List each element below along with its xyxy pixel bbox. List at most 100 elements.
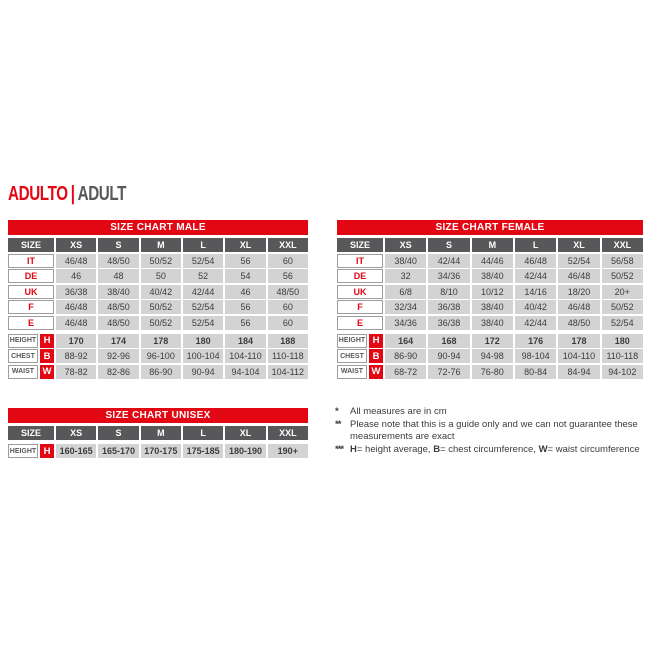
measure-label: HEIGHT xyxy=(337,333,367,348)
size-value: 44/46 xyxy=(471,253,513,268)
size-value: 48/50 xyxy=(267,284,308,299)
measure-value: 94-98 xyxy=(471,349,513,363)
measure-value: 98-104 xyxy=(514,349,557,363)
column-header-xs: XS xyxy=(56,426,97,440)
measure-label: CHEST xyxy=(8,349,38,363)
size-value: 48/50 xyxy=(98,315,139,330)
size-value: 50/52 xyxy=(601,300,643,314)
measure-row-height: HEIGHT H 160-165 165-170 170-175 175-185 180-1… xyxy=(8,444,308,458)
size-value: 32 xyxy=(385,269,427,283)
size-value: 50/52 xyxy=(140,300,181,314)
size-value: 56 xyxy=(225,300,266,314)
measure-value: 88-92 xyxy=(56,349,97,363)
measure-value: 178 xyxy=(140,333,181,348)
size-value: 36/38 xyxy=(428,300,470,314)
size-value: 32/34 xyxy=(385,300,427,314)
column-header-xs: XS xyxy=(385,238,427,252)
size-value: 56 xyxy=(267,269,308,283)
measure-value: 180-190 xyxy=(225,444,266,458)
measure-value: 170-175 xyxy=(140,444,181,458)
size-value: 46/48 xyxy=(558,300,600,314)
footnote: * All measures are in cm xyxy=(335,406,645,418)
size-value: 38/40 xyxy=(471,269,513,283)
measure-row-chest: CHEST B 86-90 90-94 94-98 98-104 104-110 110-11… xyxy=(337,349,643,363)
size-system-label: E xyxy=(8,315,54,330)
measure-value: 184 xyxy=(225,333,266,348)
measure-value: 175-185 xyxy=(182,444,224,458)
measure-letter-badge: W xyxy=(40,364,54,379)
footnote-marker: * xyxy=(335,406,339,417)
size-value: 56/58 xyxy=(601,253,643,268)
table-title: SIZE CHART FEMALE xyxy=(337,220,643,235)
size-value: 46 xyxy=(225,284,266,299)
column-header-l: L xyxy=(182,238,224,252)
measure-label-group: CHEST B xyxy=(8,349,54,363)
size-value: 50/52 xyxy=(140,253,181,268)
footnote: ** Please note that this is a guide only … xyxy=(335,419,645,442)
size-value: 52/54 xyxy=(182,253,224,268)
table-header-row: SIZE XS S M L XL XXL xyxy=(337,238,643,252)
measure-value: 84-94 xyxy=(558,364,600,379)
size-value: 52/54 xyxy=(558,253,600,268)
measure-value: 164 xyxy=(385,333,427,348)
measure-value: 78-82 xyxy=(56,364,97,379)
size-value: 46/48 xyxy=(56,300,97,314)
measure-value: 180 xyxy=(182,333,224,348)
measure-value: 76-80 xyxy=(471,364,513,379)
size-chart-male-table: SIZE CHART MALE SIZE XS S M L XL XXL IT 46/48 48/5… xyxy=(8,220,308,380)
size-system-label: F xyxy=(337,300,383,314)
page-title-primary: ADULTO xyxy=(8,183,68,205)
size-value: 50/52 xyxy=(140,315,181,330)
measure-row-height: HEIGHT H 164 168 172 176 178 180 xyxy=(337,333,643,348)
table-title: SIZE CHART UNISEX xyxy=(8,408,308,423)
page-title-secondary: ADULT xyxy=(77,183,127,205)
footnote-text: All measures are in cm xyxy=(350,406,447,417)
size-system-label: DE xyxy=(8,269,54,283)
measure-value: 82-86 xyxy=(98,364,139,379)
size-system-label: IT xyxy=(337,253,383,268)
measure-value: 165-170 xyxy=(98,444,139,458)
size-system-label: UK xyxy=(8,284,54,299)
measure-letter-badge: B xyxy=(40,349,54,363)
column-header-xl: XL xyxy=(558,238,600,252)
size-row-f: F 46/48 48/50 50/52 52/54 56 60 xyxy=(8,300,308,314)
measure-label: HEIGHT xyxy=(8,444,38,458)
size-value: 48/50 xyxy=(98,300,139,314)
size-value: 56 xyxy=(225,253,266,268)
measure-row-chest: CHEST B 88-92 92-96 96-100 100-104 104-110 110-… xyxy=(8,349,308,363)
measure-label-group: WAIST W xyxy=(337,364,383,379)
measure-value: 104-110 xyxy=(558,349,600,363)
measure-value: 188 xyxy=(267,333,308,348)
size-value: 60 xyxy=(267,253,308,268)
size-system-label: IT xyxy=(8,253,54,268)
measure-letter-badge: H xyxy=(40,333,54,348)
measure-value: 180 xyxy=(601,333,643,348)
footnotes: * All measures are in cm ** Please note tha… xyxy=(335,406,645,457)
size-value: 38/40 xyxy=(471,300,513,314)
size-value: 42/44 xyxy=(428,253,470,268)
size-value: 38/40 xyxy=(471,315,513,330)
measure-value: 68-72 xyxy=(385,364,427,379)
size-value: 36/38 xyxy=(56,284,97,299)
column-header-s: S xyxy=(98,426,139,440)
column-header-xxl: XXL xyxy=(267,426,308,440)
size-value: 8/10 xyxy=(428,284,470,299)
size-value: 52/54 xyxy=(601,315,643,330)
size-row-de: DE 32 34/36 38/40 42/44 46/48 50/52 xyxy=(337,269,643,283)
measure-value: 86-90 xyxy=(385,349,427,363)
size-value: 40/42 xyxy=(514,300,557,314)
size-column-header: SIZE xyxy=(8,426,54,440)
measure-value: 168 xyxy=(428,333,470,348)
size-value: 46/48 xyxy=(56,315,97,330)
size-value: 36/38 xyxy=(428,315,470,330)
column-header-xxl: XXL xyxy=(601,238,643,252)
measure-value: 100-104 xyxy=(182,349,224,363)
measure-value: 94-102 xyxy=(601,364,643,379)
size-system-label: UK xyxy=(337,284,383,299)
measure-value: 190+ xyxy=(267,444,308,458)
measure-label: WAIST xyxy=(8,364,38,379)
size-chart-unisex-table: SIZE CHART UNISEX SIZE XS S M L XL XXL HEIGHT H 16… xyxy=(8,408,308,460)
size-value: 42/44 xyxy=(182,284,224,299)
column-header-xl: XL xyxy=(225,238,266,252)
size-value: 40/42 xyxy=(140,284,181,299)
